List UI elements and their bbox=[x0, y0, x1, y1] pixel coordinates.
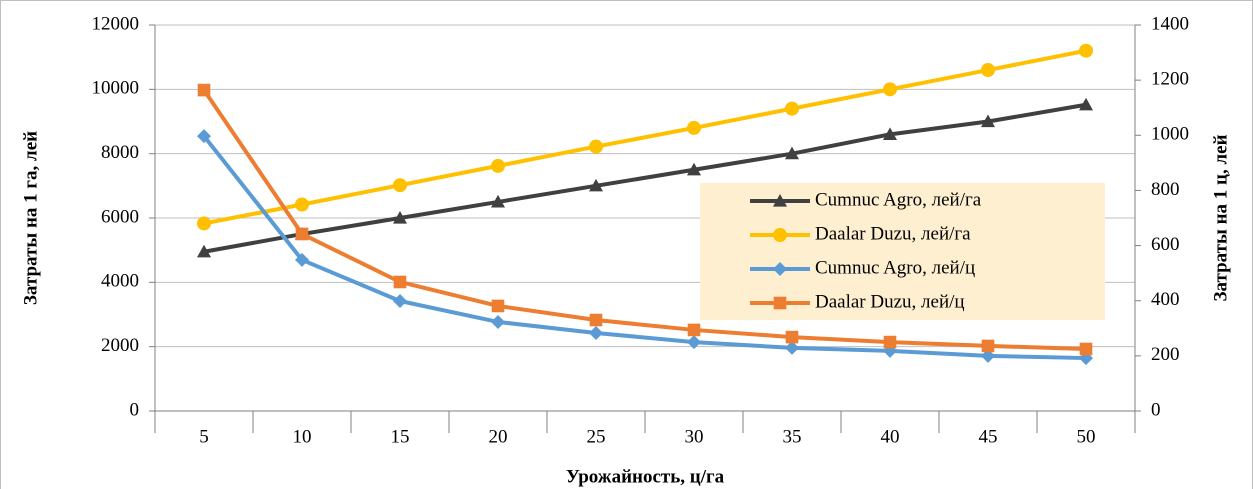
marker bbox=[589, 325, 603, 340]
legend-label: Cumnuc Agro, лей/га bbox=[815, 189, 982, 210]
x-tick-label: 50 bbox=[1077, 426, 1096, 447]
marker bbox=[785, 340, 799, 355]
marker bbox=[197, 216, 211, 231]
y2-tick-label: 800 bbox=[1151, 179, 1180, 200]
marker bbox=[295, 227, 309, 241]
marker bbox=[687, 335, 701, 350]
marker bbox=[981, 63, 995, 78]
x-tick-label: 35 bbox=[783, 426, 802, 447]
marker bbox=[491, 299, 505, 313]
y-tick-label: 12000 bbox=[92, 13, 140, 34]
marker bbox=[981, 348, 995, 363]
legend-label: Daalar Duzu, лей/ц bbox=[815, 291, 965, 312]
y-axis-label: Затраты на 1 га, лей bbox=[20, 131, 41, 305]
marker bbox=[491, 194, 505, 208]
marker bbox=[1079, 97, 1093, 111]
marker bbox=[773, 228, 787, 242]
y2-tick-label: 1200 bbox=[1151, 69, 1189, 90]
y2-tick-label: 1000 bbox=[1151, 124, 1189, 145]
y-tick-label: 4000 bbox=[101, 271, 139, 292]
y2-axis-label: Затраты на 1 ц, лей bbox=[1210, 134, 1231, 301]
marker bbox=[393, 293, 407, 308]
x-tick-label: 20 bbox=[489, 426, 508, 447]
marker bbox=[785, 146, 799, 160]
series-line bbox=[202, 88, 1087, 351]
marker bbox=[1079, 342, 1093, 356]
marker bbox=[393, 211, 407, 224]
x-tick-label: 25 bbox=[587, 426, 606, 447]
y2-tick-label: 600 bbox=[1151, 234, 1180, 255]
marker bbox=[295, 197, 309, 212]
marker bbox=[773, 194, 787, 207]
marker bbox=[785, 330, 799, 344]
y2-tick-label: 0 bbox=[1151, 399, 1161, 420]
marker bbox=[491, 314, 505, 329]
marker bbox=[883, 335, 897, 349]
y-tick-label: 6000 bbox=[101, 206, 139, 227]
marker bbox=[589, 313, 603, 327]
marker bbox=[785, 101, 799, 116]
x-tick-label: 30 bbox=[685, 426, 704, 447]
series-line bbox=[202, 134, 1087, 361]
marker bbox=[1079, 43, 1093, 58]
marker bbox=[687, 323, 701, 337]
y-tick-label: 2000 bbox=[101, 335, 139, 356]
series-line bbox=[203, 102, 1087, 254]
x-tick-label: 10 bbox=[293, 426, 312, 447]
y2-tick-label: 200 bbox=[1151, 344, 1180, 365]
x-axis-label: Урожайность, ц/га bbox=[566, 466, 725, 487]
marker bbox=[773, 262, 787, 276]
y2-tick-label: 1400 bbox=[1151, 13, 1189, 34]
marker bbox=[687, 120, 701, 135]
marker bbox=[197, 129, 211, 144]
x-tick-label: 45 bbox=[979, 426, 998, 447]
marker bbox=[295, 252, 309, 267]
y2-tick-label: 400 bbox=[1151, 289, 1180, 310]
marker bbox=[589, 139, 603, 154]
x-tick-label: 15 bbox=[391, 426, 410, 447]
x-tick-label: 5 bbox=[199, 426, 209, 447]
marker bbox=[589, 178, 603, 192]
marker bbox=[981, 114, 995, 128]
marker bbox=[687, 162, 701, 176]
series-line bbox=[203, 48, 1087, 226]
y-tick-label: 0 bbox=[130, 399, 140, 420]
marker bbox=[883, 82, 897, 97]
marker bbox=[393, 178, 407, 193]
legend-label: Daalar Duzu, лей/га bbox=[815, 223, 971, 244]
marker bbox=[197, 83, 211, 97]
marker bbox=[393, 275, 407, 289]
marker bbox=[981, 339, 995, 353]
y-tick-label: 10000 bbox=[92, 78, 140, 99]
marker bbox=[491, 158, 505, 173]
marker bbox=[773, 296, 787, 310]
legend-label: Cumnuc Agro, лей/ц bbox=[815, 257, 975, 278]
marker bbox=[197, 244, 211, 258]
x-tick-label: 40 bbox=[881, 426, 900, 447]
marker bbox=[883, 127, 897, 140]
y-tick-label: 8000 bbox=[101, 142, 139, 163]
legend-box bbox=[700, 183, 1105, 320]
